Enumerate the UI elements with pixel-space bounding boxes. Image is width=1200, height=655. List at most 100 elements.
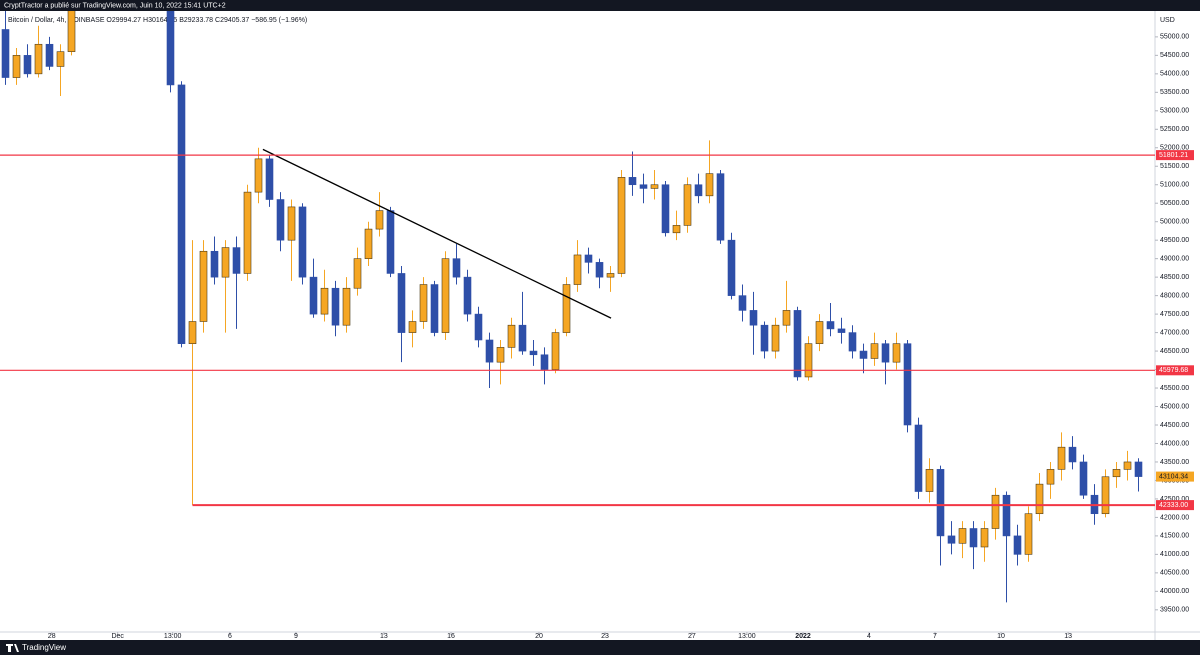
candle-body (210, 250, 219, 278)
candle-body (397, 273, 406, 333)
candle-body (826, 321, 835, 330)
candle-body (859, 350, 868, 359)
candle-body (386, 210, 395, 274)
candle-body (958, 528, 967, 544)
candle-body (1134, 461, 1143, 477)
y-tick-label: 43500.00 (1160, 459, 1189, 466)
candle-body (474, 313, 483, 341)
candle-body (1, 29, 10, 78)
candle-body (672, 225, 681, 234)
candle-body (56, 51, 65, 67)
x-tick-label: 13:00 (738, 633, 756, 640)
x-tick-label: 20 (535, 633, 543, 640)
candle-body (353, 258, 362, 289)
bottom-bar (0, 640, 1200, 655)
candle-body (463, 276, 472, 315)
candle-body (199, 250, 208, 322)
chart-title: Bitcoin / Dollar, 4h, COINBASE O29994.27… (8, 17, 307, 24)
candle-body (892, 343, 901, 363)
candle-body (782, 310, 791, 326)
candle-body (925, 469, 934, 492)
last-price-badge (1156, 471, 1194, 482)
x-tick-label: 16 (447, 633, 455, 640)
y-tick-label: 54500.00 (1160, 52, 1189, 59)
candle-body (265, 158, 274, 200)
candle-body (1024, 513, 1033, 555)
candle-body (639, 184, 648, 189)
candle-body (419, 284, 428, 322)
y-tick-label: 51500.00 (1160, 163, 1189, 170)
candle-body (991, 494, 1000, 529)
candle-body (760, 324, 769, 352)
candle-body (727, 239, 736, 296)
candle-body (837, 328, 846, 333)
candle-body (947, 535, 956, 544)
candle-body (507, 324, 516, 348)
y-tick-label: 53500.00 (1160, 89, 1189, 96)
candle-body (617, 177, 626, 274)
candle-body (1013, 535, 1022, 555)
candle-body (815, 321, 824, 344)
x-tick-label: 27 (688, 633, 696, 640)
level-label: 51801.21 (1159, 152, 1188, 159)
top-bar (0, 0, 1200, 11)
candle-body (1002, 494, 1011, 537)
y-tick-label: 47000.00 (1160, 329, 1189, 336)
y-tick-label: 49500.00 (1160, 237, 1189, 244)
candle-body (936, 469, 945, 537)
candle-body (518, 324, 527, 352)
candle-body (1068, 446, 1077, 463)
y-tick-label: 44500.00 (1160, 422, 1189, 429)
candle-body (364, 228, 373, 259)
candle-body (628, 177, 637, 186)
candle-body (562, 284, 571, 333)
candle-body (12, 55, 21, 78)
candle-body (188, 321, 197, 344)
y-tick-label: 41500.00 (1160, 533, 1189, 540)
candle-body (661, 184, 670, 234)
brand: TradingView (22, 643, 66, 652)
y-tick-label: 40500.00 (1160, 570, 1189, 577)
x-tick-label: 2022 (795, 633, 811, 640)
y-tick-label: 46500.00 (1160, 348, 1189, 355)
candle-body (749, 310, 758, 326)
y-tick-label: 45000.00 (1160, 403, 1189, 410)
y-tick-label: 51000.00 (1160, 182, 1189, 189)
candle-body (793, 310, 802, 378)
candle-body (232, 247, 241, 274)
x-tick-label: Dec (111, 633, 124, 640)
last-price-label: 43104.34 (1159, 473, 1188, 480)
candle-body (375, 210, 384, 230)
x-tick-label: 13 (380, 633, 388, 640)
candle-body (804, 343, 813, 378)
y-tick-label: 41000.00 (1160, 551, 1189, 558)
y-tick-label: 54000.00 (1160, 71, 1189, 78)
candle-body (342, 287, 351, 326)
x-tick-label: 4 (867, 633, 871, 640)
x-tick-label: 13:00 (164, 633, 182, 640)
candle-body (34, 43, 43, 75)
candle-body (881, 343, 890, 363)
x-tick-label: 13 (1064, 633, 1072, 640)
candle-body (738, 295, 747, 311)
level-label: 42333.00 (1159, 502, 1188, 509)
y-tick-label: 49000.00 (1160, 256, 1189, 263)
candle-body (287, 206, 296, 241)
candle-body (694, 184, 703, 197)
candle-body (540, 354, 549, 370)
candle-body (331, 287, 340, 326)
candle-body (1112, 469, 1121, 478)
level-badge (1156, 500, 1194, 511)
candle-body (441, 258, 450, 333)
x-tick-label: 6 (228, 633, 232, 640)
y-tick-label: 42500.00 (1160, 496, 1189, 503)
candle-body (980, 528, 989, 548)
candle-body (430, 284, 439, 333)
candle-body (23, 55, 32, 75)
candle-body (67, 11, 76, 52)
y-tick-label: 39500.00 (1160, 607, 1189, 614)
candle-body (573, 254, 582, 285)
candle-body (496, 347, 505, 363)
candle-body (1123, 461, 1132, 470)
